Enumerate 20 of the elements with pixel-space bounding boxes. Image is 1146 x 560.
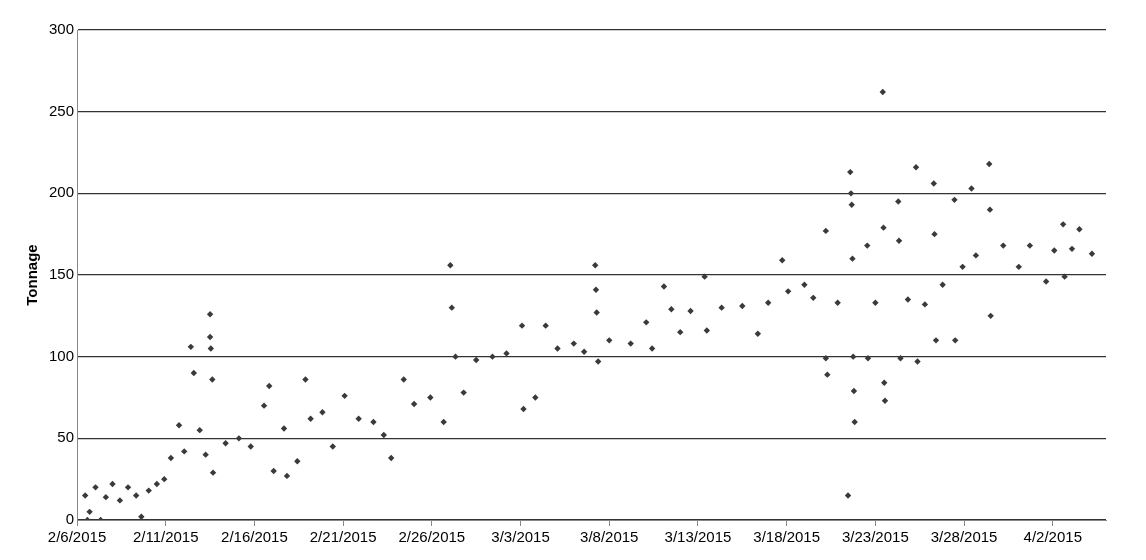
x-tick-label: 3/13/2015 xyxy=(664,528,732,546)
x-tick-label: 3/23/2015 xyxy=(842,528,909,546)
x-tick-label: 2/26/2015 xyxy=(398,528,466,546)
y-axis-title: Tonnage xyxy=(23,244,41,306)
x-tick-label: 3/8/2015 xyxy=(580,528,639,546)
x-tick-label: 3/3/2015 xyxy=(491,528,550,546)
y-tick-label: 250 xyxy=(49,101,75,119)
x-tick-label: 4/2/2015 xyxy=(1023,528,1082,546)
x-tick-label: 2/16/2015 xyxy=(221,528,288,546)
y-tick-label: 100 xyxy=(49,346,75,364)
x-tick-label: 2/6/2015 xyxy=(47,528,107,546)
y-tick-label: 300 xyxy=(49,20,75,38)
y-tick-label: 0 xyxy=(65,510,75,528)
y-tick-label: 200 xyxy=(49,183,75,201)
x-tick-label: 2/11/2015 xyxy=(132,528,199,546)
y-tick-label: 50 xyxy=(57,428,75,446)
x-tick-label: 3/18/2015 xyxy=(753,528,821,546)
x-tick-label: 3/28/2015 xyxy=(930,528,998,546)
x-tick-label: 2/21/2015 xyxy=(309,528,377,546)
y-tick-label: 150 xyxy=(49,265,75,283)
